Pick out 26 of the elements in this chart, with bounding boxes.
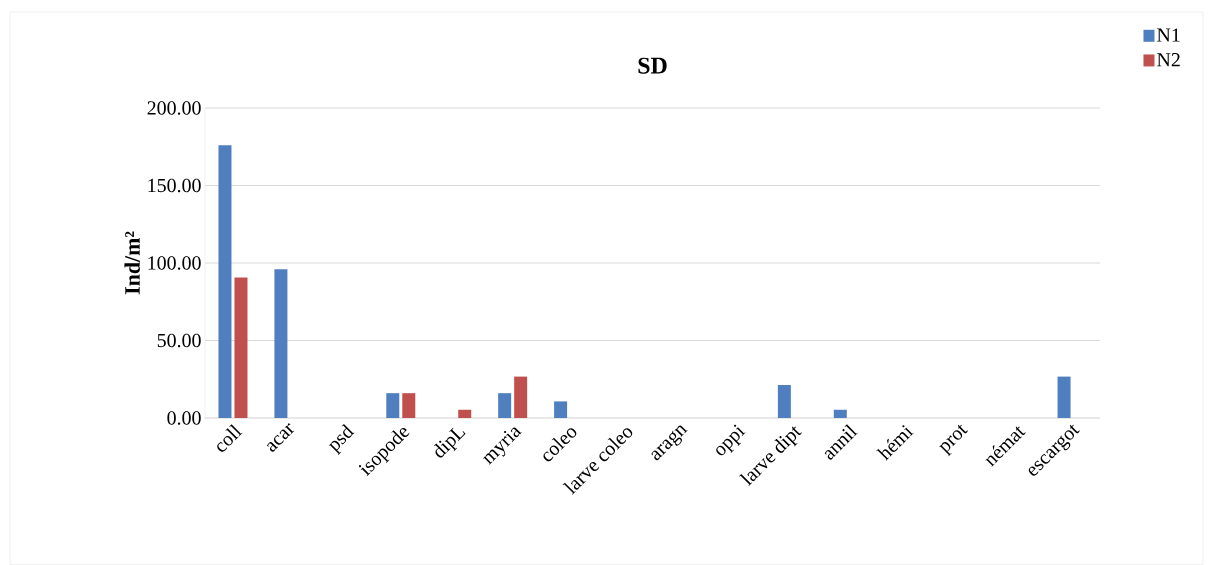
y-tick-label: 0.00 bbox=[167, 411, 201, 425]
chart-title: SD bbox=[638, 57, 667, 74]
y-tick-label: 200.00 bbox=[147, 101, 201, 115]
bar bbox=[402, 393, 416, 418]
bar bbox=[833, 409, 847, 418]
legend-label: N2 bbox=[1157, 53, 1180, 67]
bar bbox=[777, 384, 791, 418]
x-tick-label: psd bbox=[328, 423, 355, 456]
bar bbox=[514, 376, 528, 418]
y-tick-label: 100.00 bbox=[148, 256, 201, 270]
y-tick-label: 50.00 bbox=[157, 333, 201, 348]
bar bbox=[386, 393, 400, 418]
bar bbox=[498, 393, 512, 418]
bar bbox=[1057, 376, 1071, 418]
bar bbox=[554, 401, 568, 418]
bar bbox=[274, 269, 288, 418]
x-tick-label: coll bbox=[217, 424, 243, 452]
bar bbox=[218, 145, 232, 418]
x-tick-label: prot bbox=[939, 424, 968, 457]
bar bbox=[458, 409, 472, 418]
legend-label: N1 bbox=[1157, 28, 1180, 42]
x-tick-label: dipL bbox=[433, 427, 466, 458]
bar bbox=[234, 277, 248, 418]
y-tick-label: 150.00 bbox=[148, 178, 201, 193]
y-axis-title: Ind/m² bbox=[124, 231, 140, 295]
x-tick-label: acar bbox=[266, 423, 295, 452]
